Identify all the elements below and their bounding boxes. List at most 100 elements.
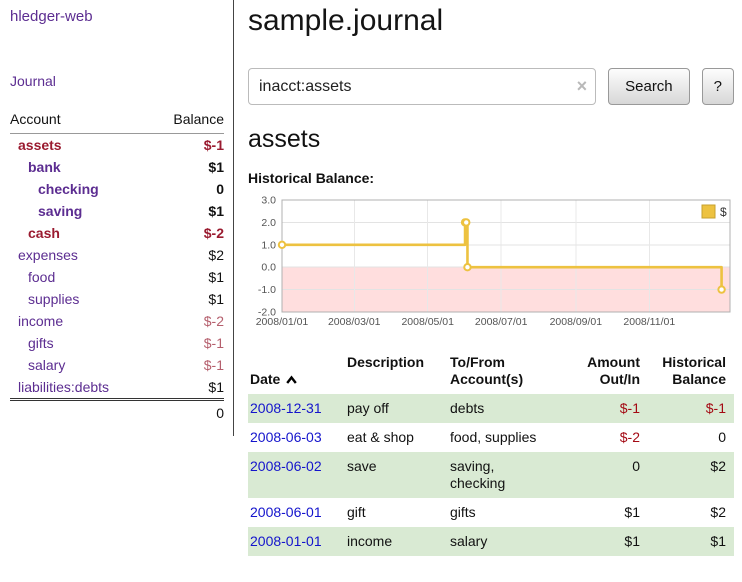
- transaction-date-link[interactable]: 2008-01-01: [250, 533, 322, 549]
- svg-text:1.0: 1.0: [261, 239, 276, 251]
- search-input[interactable]: [248, 68, 597, 105]
- historical-balance-chart-container: 3.0 2.0 1.0 0.0 -1.0 -2.0 2008/01/01 2008/03/01…: [248, 194, 734, 334]
- account-row: bank $1: [10, 156, 224, 178]
- account-link-supplies[interactable]: supplies: [28, 291, 80, 307]
- col-date-label: Date: [250, 371, 281, 387]
- account-row: gifts $-1: [10, 332, 224, 354]
- svg-text:2008/03/01: 2008/03/01: [328, 316, 381, 328]
- account-balance: $-1: [203, 335, 224, 351]
- transaction-date-link[interactable]: 2008-06-03: [250, 429, 322, 445]
- search-bar: × Search ?: [248, 68, 734, 105]
- app-title: hledger-web: [10, 8, 224, 25]
- col-amount: Amount Out/In: [587, 354, 640, 387]
- svg-text:2008/07/01: 2008/07/01: [475, 316, 528, 328]
- transaction-amount: $1: [624, 533, 640, 549]
- register-row: 2008-12-31 pay off debts $-1 $-1: [248, 394, 734, 423]
- account-row: assets $-1: [10, 134, 224, 157]
- app-title-link[interactable]: hledger-web: [10, 8, 93, 25]
- account-link-bank[interactable]: bank: [28, 159, 61, 175]
- account-link-checking[interactable]: checking: [38, 181, 99, 197]
- account-row: liabilities:debts $1: [10, 376, 224, 400]
- register-row: 2008-06-02 save saving, checking 0 $2: [248, 452, 734, 498]
- transaction-description: gift: [347, 504, 366, 520]
- transaction-amount: 0: [632, 458, 640, 474]
- sort-ascending-icon: [286, 375, 298, 384]
- transaction-description: pay off: [347, 400, 389, 416]
- account-link-salary[interactable]: salary: [28, 357, 66, 373]
- accounts-col-balance: Balance: [151, 109, 224, 134]
- transaction-balance: $-1: [705, 400, 726, 416]
- legend-label: $: [720, 205, 727, 219]
- account-link-saving[interactable]: saving: [38, 203, 83, 219]
- transaction-description: eat & shop: [347, 429, 414, 445]
- account-link-income[interactable]: income: [18, 313, 64, 329]
- register-row: 2008-01-01 income salary $1 $1: [248, 527, 734, 556]
- journal-nav: Journal: [10, 73, 224, 89]
- account-row: income $-2: [10, 310, 224, 332]
- account-row: checking 0: [10, 178, 224, 200]
- accounts-total: 0: [151, 398, 224, 424]
- svg-text:0.0: 0.0: [261, 262, 276, 274]
- col-balance: Historical Balance: [662, 354, 726, 387]
- clear-search-icon[interactable]: ×: [576, 76, 588, 96]
- transaction-date-link[interactable]: 2008-06-01: [250, 504, 322, 520]
- svg-text:-2.0: -2.0: [258, 307, 276, 319]
- transaction-balance: 0: [718, 429, 726, 445]
- transaction-amount: $-2: [619, 429, 640, 445]
- transaction-accounts: salary: [450, 533, 488, 549]
- account-balance: $1: [208, 291, 224, 307]
- account-row: salary $-1: [10, 354, 224, 376]
- journal-link[interactable]: Journal: [10, 73, 56, 89]
- account-row: saving $1: [10, 200, 224, 222]
- transaction-date-link[interactable]: 2008-12-31: [250, 400, 322, 416]
- transaction-amount: $1: [624, 504, 640, 520]
- main-content: sample.journal × Search ? assets Histori…: [248, 0, 734, 556]
- account-link-food[interactable]: food: [28, 269, 56, 285]
- account-balance: $-1: [203, 137, 224, 153]
- svg-text:2008/01/01: 2008/01/01: [256, 316, 309, 328]
- account-link-cash[interactable]: cash: [28, 225, 60, 241]
- page-title: sample.journal: [248, 4, 444, 37]
- col-description: Description: [347, 354, 425, 370]
- account-link-assets[interactable]: assets: [18, 137, 62, 153]
- accounts-header-row: Account Balance: [10, 109, 224, 134]
- transaction-balance: $2: [710, 504, 726, 520]
- register-table: Date Description To/From Account(s) Amou…: [248, 352, 734, 556]
- account-balance: $-2: [203, 225, 224, 241]
- account-row: cash $-2: [10, 222, 224, 244]
- search-button[interactable]: Search: [608, 68, 690, 105]
- account-row: supplies $1: [10, 288, 224, 310]
- transaction-date-link[interactable]: 2008-06-02: [250, 458, 322, 474]
- account-balance: $-2: [203, 313, 224, 329]
- transaction-accounts: saving, checking: [450, 458, 506, 491]
- account-balance: 0: [216, 181, 224, 197]
- account-link-liabilities-debts[interactable]: liabilities:debts: [18, 379, 110, 395]
- svg-text:2008/11/01: 2008/11/01: [623, 316, 675, 328]
- help-button[interactable]: ?: [701, 68, 734, 105]
- svg-text:2.0: 2.0: [261, 217, 276, 229]
- transaction-balance: $1: [710, 533, 726, 549]
- account-balance: $2: [208, 247, 224, 263]
- accounts-total-row: 0: [10, 398, 224, 424]
- account-balance: $-1: [203, 357, 224, 373]
- account-balance: $1: [208, 159, 224, 175]
- search-box: ×: [248, 68, 597, 105]
- register-row: 2008-06-01 gift gifts $1 $2: [248, 498, 734, 527]
- register-header-row: Date Description To/From Account(s) Amou…: [248, 352, 734, 394]
- transaction-accounts: gifts: [450, 504, 476, 520]
- col-date-sort[interactable]: Date: [248, 352, 345, 394]
- account-link-expenses[interactable]: expenses: [18, 247, 78, 263]
- chart-title: Historical Balance:: [248, 170, 375, 186]
- account-heading: assets: [248, 125, 321, 153]
- transaction-amount: $-1: [619, 400, 640, 416]
- transaction-accounts: debts: [450, 400, 485, 416]
- account-link-gifts[interactable]: gifts: [28, 335, 54, 351]
- transaction-description: save: [347, 458, 377, 474]
- register-row: 2008-06-03 eat & shop food, supplies $-2…: [248, 423, 734, 452]
- transaction-description: income: [347, 533, 393, 549]
- col-accounts: To/From Account(s): [450, 354, 524, 387]
- svg-text:2008/09/01: 2008/09/01: [550, 316, 603, 328]
- account-row: expenses $2: [10, 244, 224, 266]
